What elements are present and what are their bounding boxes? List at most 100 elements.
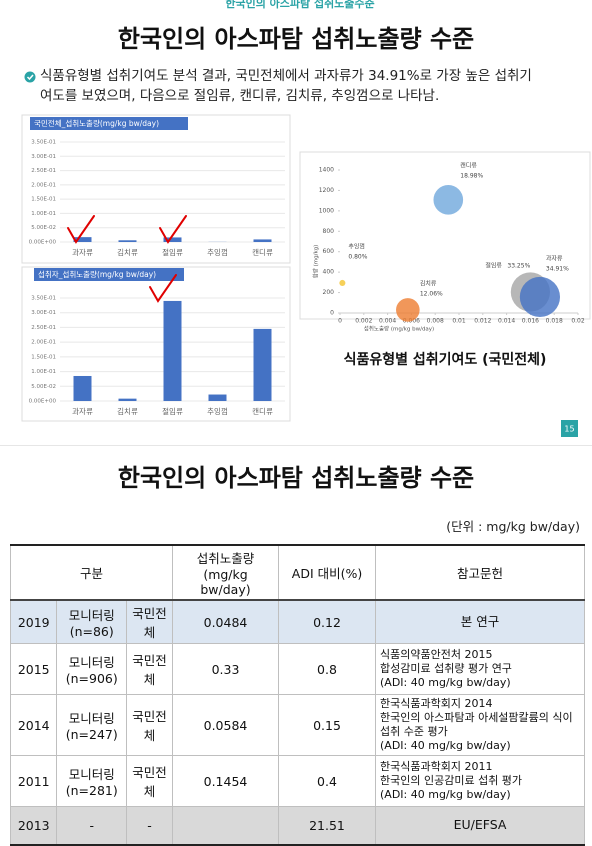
y-tick-label: 2.00E-01 (31, 182, 56, 188)
chart-panel (22, 267, 290, 421)
y-tick-label: 1400 (319, 167, 334, 174)
bubble-label: 김치류 (420, 279, 437, 287)
table-cell (173, 807, 279, 845)
x-tick-label: 김치류 (117, 406, 138, 416)
table-cell: 모니터링(n=281) (57, 756, 126, 807)
x-tick-label: 과자류 (72, 407, 93, 416)
x-tick-label: 0.02 (571, 318, 585, 325)
x-tick-label: 0.008 (427, 318, 444, 325)
table-cell: 0.15 (279, 695, 376, 756)
bubble-label: 추잉껌 (348, 243, 365, 250)
table-cell: 국민전체 (126, 695, 172, 756)
y-tick-label: 3.50E-01 (31, 296, 56, 302)
bubble-label: 과자류 (546, 254, 563, 262)
bubble-value-label: 12.06% (420, 290, 443, 297)
table-cell: EU/EFSA (376, 807, 585, 845)
x-tick-label: 0.004 (379, 318, 396, 325)
slide-title: 한국인의 아스파탐 섭취노출량 수준 (0, 458, 592, 493)
table-cell: 0.1454 (173, 756, 279, 807)
bar (119, 399, 137, 401)
header-cell: 참고문헌 (376, 545, 585, 600)
y-tick-label: 2.00E-01 (31, 340, 56, 346)
x-tick-label: 추잉껌 (207, 247, 228, 257)
cell-line: 모니터링 (61, 652, 121, 671)
chart-title: 섭취자_섭취노출량(mg/kg bw/day) (38, 269, 156, 279)
bubble (339, 280, 345, 286)
header-cell: ADI 대비(%) (279, 545, 376, 600)
x-tick-label: 캔디류 (252, 406, 273, 416)
bubble-value-label: 34.91% (546, 265, 569, 272)
y-tick-label: 400 (323, 269, 335, 276)
y-tick-label: 5.00E-02 (31, 384, 56, 390)
x-tick-label: 0.012 (474, 318, 491, 325)
chart-title: 국민전체_섭취노출량(mg/kg bw/day) (34, 118, 159, 128)
x-tick-label: 0.016 (522, 318, 539, 325)
slide-1: 한국인의 아스파탐 섭취노출수준 한국인의 아스파탐 섭취노출량 수준 식품유형… (0, 0, 592, 445)
cell-line: (ADI: 40 mg/kg bw/day) (380, 739, 580, 753)
table-cell: - (126, 807, 172, 845)
y-tick-label: 1.00E-01 (31, 211, 56, 217)
table-cell: 0.0584 (173, 695, 279, 756)
table-cell: 국민전체 (126, 644, 172, 695)
y-tick-label: 200 (323, 289, 335, 296)
table-cell: 2014 (11, 695, 57, 756)
x-tick-label: 절임류 (162, 248, 183, 257)
bubble-label: 캔디류 (460, 161, 477, 169)
chart-panel (22, 115, 290, 263)
table-cell: 모니터링(n=86) (57, 600, 126, 644)
x-tick-label: 0.018 (546, 318, 563, 325)
bar (209, 395, 227, 401)
header-cell: 구분 (11, 545, 173, 600)
table-cell: 2013 (11, 807, 57, 845)
x-tick-label: 0.014 (498, 318, 515, 325)
slide-title: 한국인의 아스파탐 섭취노출량 수준 (118, 25, 474, 53)
bullet-text: 식품유형별 섭취기여도 분석 결과, 국민전체에서 과자류가 34.91%로 가… (40, 66, 540, 106)
bubble (433, 185, 463, 215)
cell-line: (ADI: 40 mg/kg bw/day) (380, 788, 580, 802)
cell-line: 모니터링 (61, 605, 121, 624)
y-tick-label: 2.50E-01 (31, 325, 56, 331)
bubble-value-label: 0.80% (348, 253, 367, 260)
y-tick-label: 1.00E-01 (31, 369, 56, 375)
table-cell: 0.33 (173, 644, 279, 695)
bullet-icon (25, 72, 36, 83)
bar (254, 239, 272, 242)
table-cell: 2011 (11, 756, 57, 807)
table-cell: 0.0484 (173, 600, 279, 644)
unit-note: (단위 : mg/kg bw/day) (446, 516, 580, 535)
cell-line: 합성감미료 섭취량 평가 연구 (380, 662, 580, 676)
cell-line: 모니터링 (61, 764, 121, 783)
y-tick-label: 1200 (319, 187, 334, 194)
header-cell: 섭취노출량(mg/kg bw/day) (173, 545, 279, 600)
cell-line: (n=247) (61, 727, 121, 742)
x-tick-label: 0.01 (452, 318, 466, 325)
cell-line: 한국인의 인공감미료 섭취 평가 (380, 774, 580, 788)
x-tick-label: 추잉껌 (207, 406, 228, 416)
y-axis-label: 함량 (mg/kg) (312, 245, 320, 279)
bar (164, 301, 182, 401)
table-cell: 국민전체 (126, 600, 172, 644)
y-tick-label: 1.50E-01 (31, 197, 56, 203)
page-number: 15 (564, 425, 574, 434)
y-tick-label: 1000 (319, 207, 334, 214)
bubble-label: 절임류 (485, 261, 502, 269)
cell-line: (n=906) (61, 671, 121, 686)
y-tick-label: 5.00E-02 (31, 225, 56, 231)
bar (254, 329, 272, 401)
bubble-value-label: 33.25% (507, 262, 530, 269)
cell-line: 모니터링 (61, 708, 121, 727)
x-tick-label: 0 (338, 318, 342, 325)
y-tick-label: 600 (323, 248, 335, 255)
bubble-value-label: 18.98% (460, 172, 483, 179)
table-cell: 2015 (11, 644, 57, 695)
cell-line: 한국식품과학회지 2011 (380, 760, 580, 774)
chart-caption: 식품유형별 섭취기여도 (국민전체) (344, 351, 547, 368)
bar (119, 240, 137, 242)
cell-line: (n=281) (61, 783, 121, 798)
cell-line: (n=86) (61, 624, 121, 639)
y-tick-label: 2.50E-01 (31, 168, 56, 174)
